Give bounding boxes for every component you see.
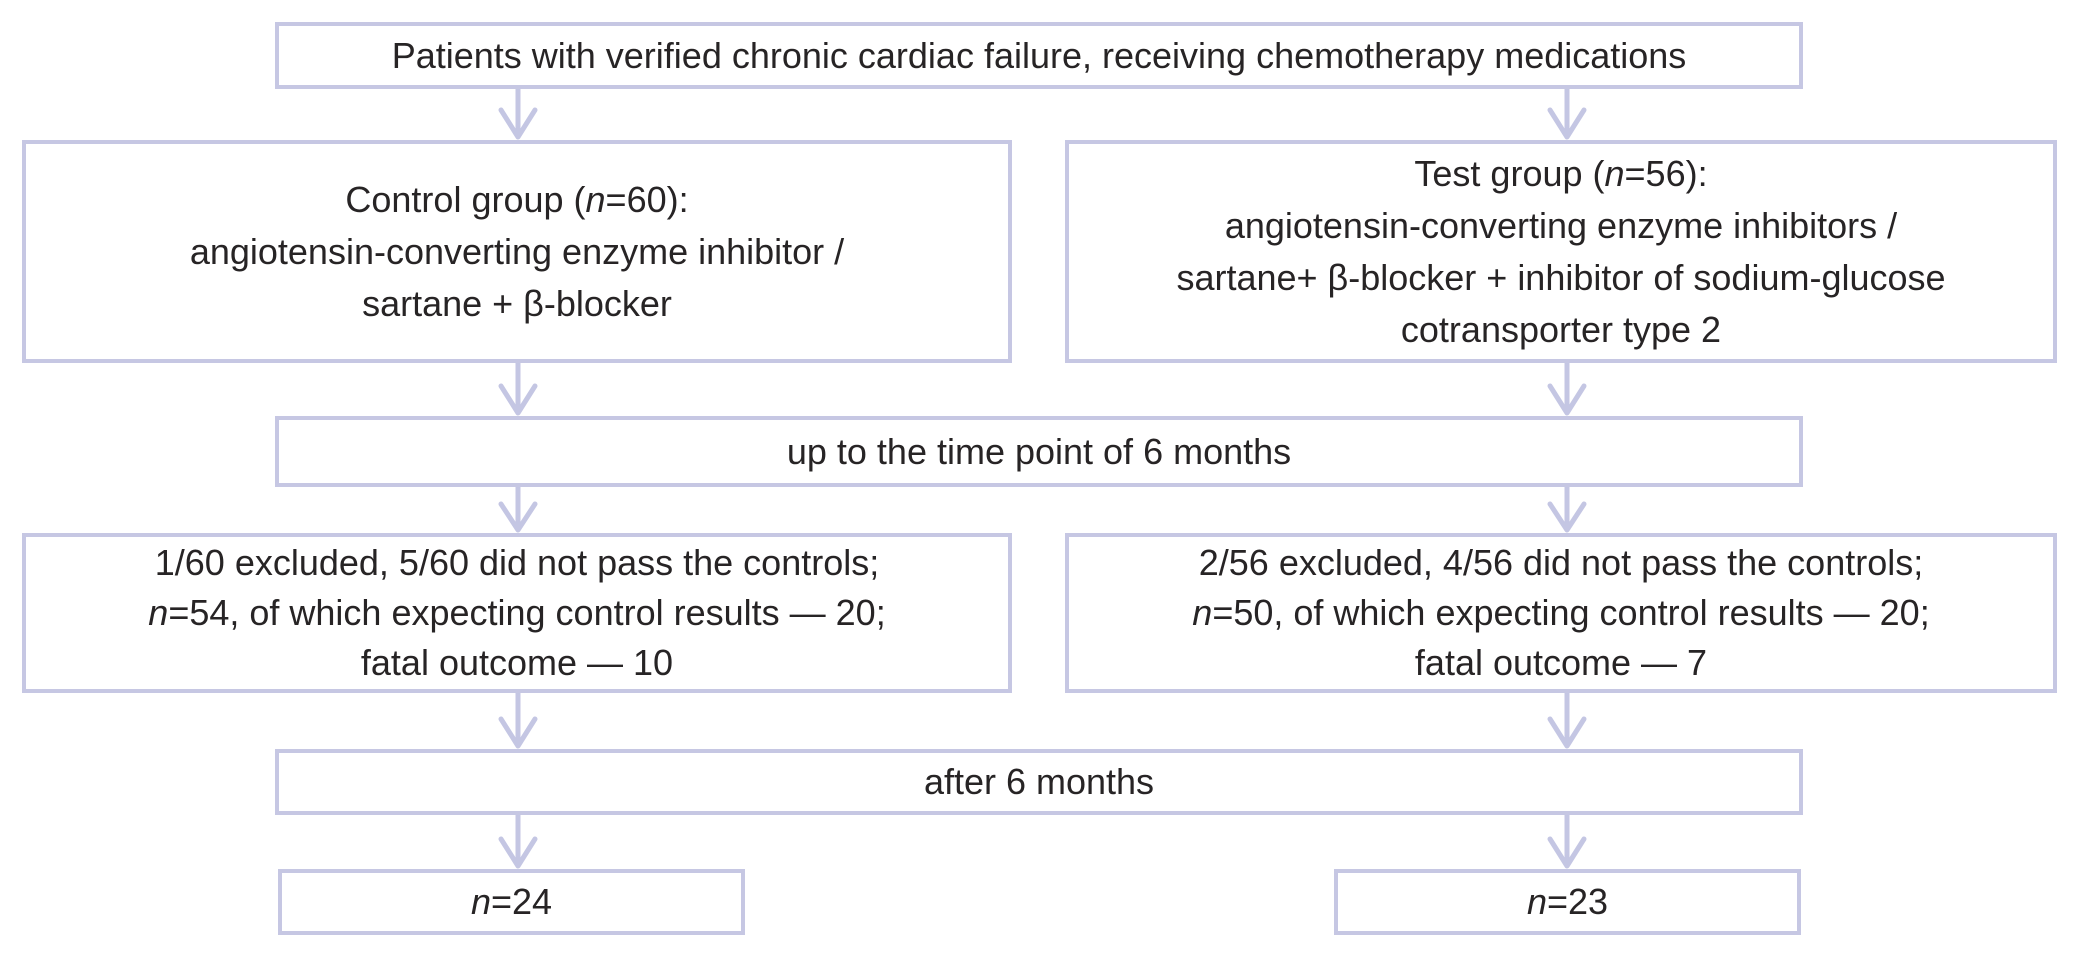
down-arrow-icon [1547, 89, 1587, 140]
text-line: n=50, of which expecting control results… [1192, 592, 1930, 633]
text-line: sartane + β-blocker [362, 282, 672, 324]
test-group-box: Test group (n=56): angiotensin-converting… [1065, 140, 2057, 363]
control-final-count-box: n=24 [278, 869, 745, 935]
text-line: n=23 [1526, 881, 1609, 922]
test-final-count-box: n=23 [1334, 869, 1801, 935]
timepoint-box: up to the time point of 6 months [275, 416, 1803, 487]
down-arrow-icon [1547, 815, 1587, 869]
text-line: 2/56 excluded, 4/56 did not pass the con… [1198, 542, 1924, 583]
down-arrow-icon [498, 815, 538, 869]
text-line: sartane+ β-blocker + inhibitor of sodium… [1176, 256, 1946, 298]
text-line: Test group (n=56): [1414, 152, 1708, 194]
down-arrow-icon [498, 693, 538, 749]
text-line: fatal outcome — 10 [360, 642, 674, 683]
text-line: n=24 [470, 881, 553, 922]
down-arrow-icon [1547, 487, 1587, 533]
control-results-box: 1/60 excluded, 5/60 did not pass the con… [22, 533, 1012, 693]
text-line: cotransporter type 2 [1400, 308, 1722, 350]
down-arrow-icon [498, 487, 538, 533]
after-box: after 6 months [275, 749, 1803, 815]
down-arrow-icon [1547, 363, 1587, 416]
down-arrow-icon [498, 363, 538, 416]
down-arrow-icon [498, 89, 538, 140]
text-line: Patients with verified chronic cardiac f… [391, 34, 1687, 76]
text-line: n=54, of which expecting control results… [148, 592, 886, 633]
text-line: Control group (n=60): [345, 178, 689, 220]
down-arrow-icon [1547, 693, 1587, 749]
text-line: angiotensin-converting enzyme inhibitors… [1224, 204, 1898, 246]
text-line: angiotensin-converting enzyme inhibitor … [189, 230, 845, 272]
text-line: 1/60 excluded, 5/60 did not pass the con… [154, 542, 880, 583]
text-line: fatal outcome — 7 [1414, 642, 1708, 683]
test-results-box: 2/56 excluded, 4/56 did not pass the con… [1065, 533, 2057, 693]
text-line: up to the time point of 6 months [786, 430, 1292, 472]
control-group-box: Control group (n=60): angiotensin-convert… [22, 140, 1012, 363]
patients-box: Patients with verified chronic cardiac f… [275, 22, 1803, 89]
text-line: after 6 months [923, 761, 1155, 802]
